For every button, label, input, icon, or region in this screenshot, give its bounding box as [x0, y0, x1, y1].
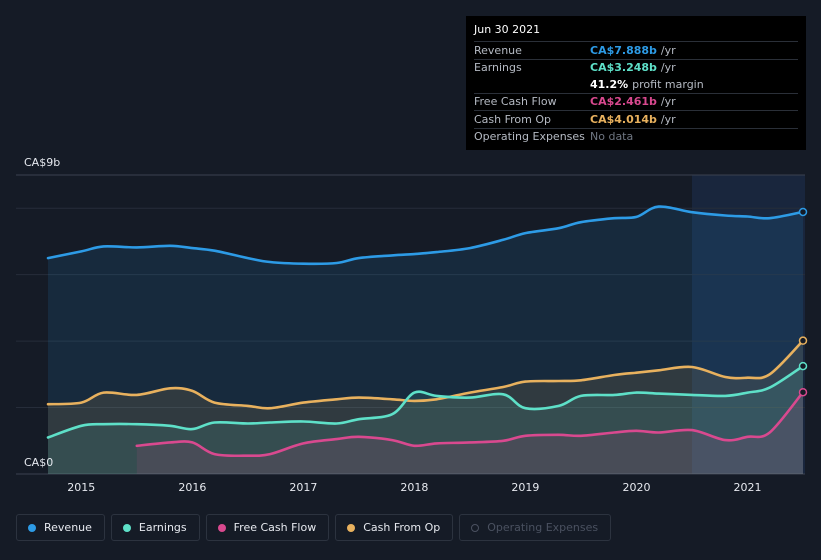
cash-from-op-endpoint — [798, 336, 808, 345]
series-lines — [46, 205, 805, 458]
tooltip-row-unit: /yr — [660, 112, 676, 126]
y-axis-bottom-label: CA$0 — [24, 456, 54, 469]
legend-label: Revenue — [44, 521, 92, 534]
tooltip-row-value: CA$4.014b — [590, 112, 657, 126]
free-cash-flow-line — [135, 390, 805, 458]
legend-item-earnings[interactable]: Earnings — [110, 514, 200, 541]
earnings-endpoint — [798, 361, 808, 371]
free-cash-flow-area — [136, 392, 804, 474]
legend-item-revenue[interactable]: Revenue — [16, 514, 105, 541]
legend-item-operating-expenses[interactable]: Operating Expenses — [459, 514, 612, 541]
legend-dot-icon — [28, 523, 36, 532]
y-axis-top-label: CA$9b — [24, 156, 61, 169]
series-endpoints — [798, 207, 808, 397]
revenue-area — [48, 206, 803, 475]
tooltip-row-value: No data — [590, 130, 634, 144]
tooltip-row: 41.2% profit margin — [474, 76, 798, 93]
tooltip-row: Earnings CA$3.248b/yr — [474, 58, 798, 77]
chart-canvas: 2015 2016 2017 2018 2019 2020 2021 — [16, 174, 808, 494]
x-tick-label: 2020 — [622, 481, 650, 494]
series-areas — [48, 206, 804, 475]
earnings-line — [46, 364, 805, 439]
legend-item-free-cash-flow[interactable]: Free Cash Flow — [205, 514, 330, 541]
tooltip-row-unit: /yr — [660, 95, 676, 109]
legend-dot-icon — [122, 523, 131, 532]
tooltip-row-unit: profit margin — [632, 77, 704, 91]
revenue-endpoint — [798, 207, 808, 217]
revenue-line — [46, 205, 805, 266]
tooltip-row-value: CA$3.248b — [590, 61, 657, 75]
tooltip-row-value: CA$2.461b — [590, 95, 657, 109]
tooltip-row-unit: /yr — [660, 61, 676, 75]
tooltip-row-value: CA$7.888b — [590, 43, 657, 57]
tooltip-row-unit: /yr — [660, 43, 676, 57]
legend-label: Earnings — [138, 521, 187, 534]
legend-label: Cash From Op — [363, 521, 441, 534]
chart-legend: Revenue Earnings Free Cash Flow Cash From O… — [16, 514, 612, 541]
tooltip-row-label: Revenue — [474, 43, 522, 57]
cash-from-op-line — [46, 339, 805, 410]
tooltip-row-label: Cash From Op — [474, 112, 552, 126]
data-tooltip: Jun 30 2021 Revenue CA$7.888b/yr Earnings C… — [466, 16, 806, 150]
tooltip-row: Free Cash Flow CA$2.461b/yr — [474, 92, 798, 111]
earnings-area — [48, 366, 803, 474]
x-tick-label: 2021 — [733, 481, 761, 494]
legend-label: Free Cash Flow — [233, 521, 317, 534]
tooltip-date: Jun 30 2021 — [474, 23, 541, 36]
tooltip-row: Cash From Op CA$4.014b/yr — [474, 110, 798, 128]
x-tick-label: 2016 — [178, 481, 206, 494]
tooltip-row-label: Operating Expenses — [474, 130, 585, 144]
tooltip-rows: Revenue CA$7.888b/yr Earnings CA$3.248b/yr 4… — [474, 41, 798, 145]
x-tick-label: 2015 — [67, 481, 95, 494]
x-tick-label: 2017 — [289, 481, 317, 494]
free-cash-flow-endpoint — [798, 387, 808, 397]
legend-label: Operating Expenses — [487, 521, 599, 534]
tooltip-row-value: 41.2% — [590, 77, 629, 91]
legend-dot-icon — [217, 523, 226, 532]
legend-item-cash-from-op[interactable]: Cash From Op — [335, 514, 454, 541]
x-tick-label: 2018 — [400, 481, 428, 494]
cash-from-op-area — [48, 340, 803, 474]
forecast-region — [691, 175, 805, 474]
tooltip-row-label: Free Cash Flow — [474, 95, 557, 109]
legend-dot-icon — [471, 523, 480, 532]
x-axis-ticks: 2015 2016 2017 2018 2019 2020 2021 — [67, 481, 761, 494]
tooltip-row: Operating Expenses No data — [474, 127, 798, 146]
x-tick-label: 2019 — [511, 481, 539, 494]
tooltip-row-label: Earnings — [474, 61, 522, 75]
legend-dot-icon — [347, 523, 356, 532]
grid-lines — [16, 174, 805, 475]
tooltip-row: Revenue CA$7.888b/yr — [474, 41, 798, 59]
